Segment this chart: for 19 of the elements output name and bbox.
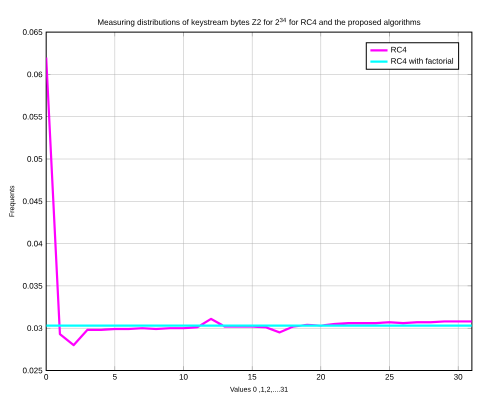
y-tick-label: 0.065 [22, 29, 42, 36]
x-tick-label: 0 [44, 374, 48, 380]
y-tick-label: 0.04 [27, 240, 42, 247]
x-tick-label: 15 [248, 374, 256, 380]
y-tick-label: 0.05 [27, 156, 42, 162]
chart-title: Measuring distributions of keystream bytes Z2 for 2$^{34}$ for RC4 and the proposed algorithms [98, 18, 420, 27]
y-tick-label: 0.025 [22, 368, 42, 374]
y-tick-label: 0.03 [27, 326, 42, 332]
x-tick-label: 10 [180, 374, 188, 380]
y-tick-label: 0.06 [27, 72, 42, 78]
y-tick-label: 0.055 [22, 114, 42, 120]
legend-label: RC4 with factorial [391, 58, 454, 64]
x-tick-label: 5 [112, 374, 117, 380]
x-tick-label: 25 [385, 374, 394, 380]
y-tick-label: 0.045 [22, 198, 42, 204]
x-tick-label: 20 [316, 374, 325, 380]
legend-label: RC4 [391, 46, 406, 53]
x-tick-label: 30 [454, 374, 462, 380]
y-tick-label: 0.035 [22, 283, 42, 289]
